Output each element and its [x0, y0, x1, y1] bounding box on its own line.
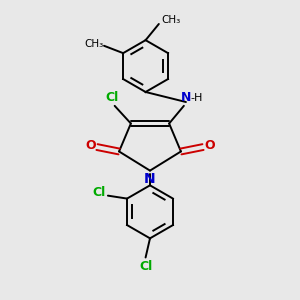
Text: Cl: Cl — [105, 91, 118, 104]
Text: O: O — [85, 139, 96, 152]
Text: CH₃: CH₃ — [162, 15, 181, 26]
Text: N: N — [181, 91, 191, 104]
Text: Cl: Cl — [92, 186, 106, 199]
Text: N: N — [144, 172, 156, 186]
Text: O: O — [204, 139, 215, 152]
Text: Cl: Cl — [139, 260, 152, 273]
Text: CH₃: CH₃ — [84, 39, 103, 49]
Text: -H: -H — [191, 93, 203, 103]
